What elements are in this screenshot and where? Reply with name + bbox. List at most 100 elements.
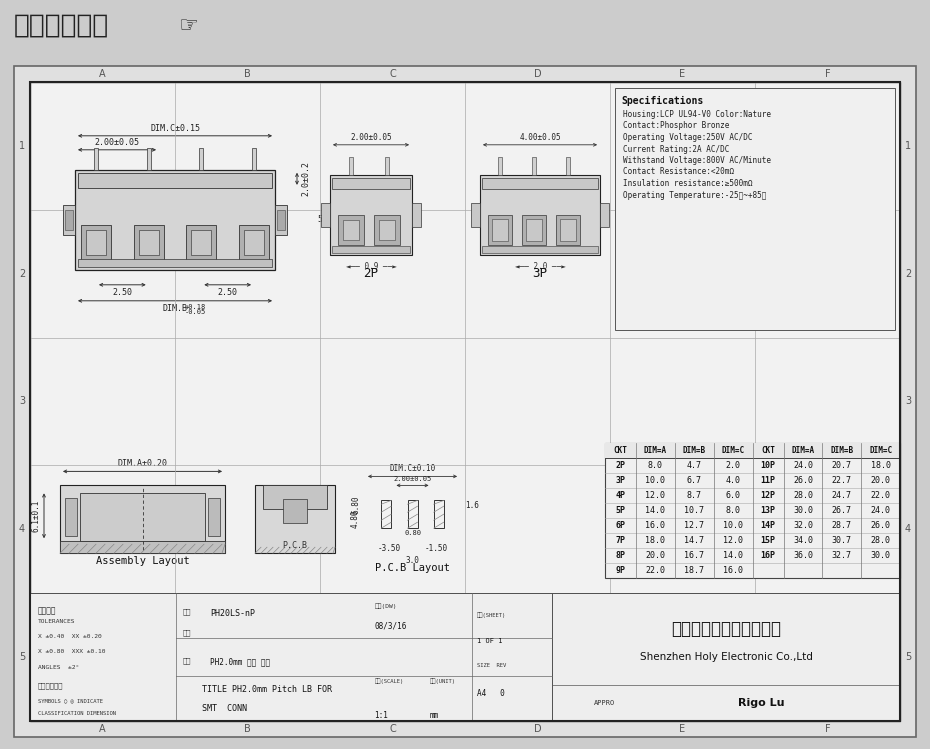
- Text: 5: 5: [905, 652, 911, 662]
- Text: CKT: CKT: [614, 446, 628, 455]
- Text: E: E: [680, 724, 685, 734]
- Text: 14.0: 14.0: [724, 551, 743, 560]
- Bar: [81, 225, 111, 260]
- Text: Insulation resistance:≥500mΩ: Insulation resistance:≥500mΩ: [623, 179, 752, 188]
- Text: 26.7: 26.7: [831, 506, 852, 515]
- Text: 22.0: 22.0: [645, 566, 666, 575]
- Text: 20.0: 20.0: [645, 551, 666, 560]
- Text: 2P: 2P: [364, 267, 379, 280]
- Text: 3.0: 3.0: [405, 556, 419, 565]
- Text: TITLE PH2.0mm Pitch LB FOR: TITLE PH2.0mm Pitch LB FOR: [202, 685, 332, 694]
- Text: 22.7: 22.7: [831, 476, 852, 485]
- Text: 10P: 10P: [761, 461, 776, 470]
- Text: Rigo Lu: Rigo Lu: [737, 698, 784, 708]
- Text: DIM=C: DIM=C: [869, 446, 892, 455]
- Text: F: F: [825, 69, 830, 79]
- Text: 8.0: 8.0: [648, 461, 663, 470]
- Bar: [199, 148, 204, 170]
- Bar: [600, 203, 609, 227]
- Text: Operating Temperature:-25℃~+85℃: Operating Temperature:-25℃~+85℃: [623, 190, 766, 199]
- Bar: [86, 230, 106, 255]
- Text: 24.7: 24.7: [831, 491, 852, 500]
- Text: 3P: 3P: [533, 267, 548, 280]
- Text: 1.6: 1.6: [465, 501, 479, 510]
- Text: -3.50: -3.50: [378, 544, 400, 553]
- Bar: [147, 148, 151, 170]
- Text: 08/3/16: 08/3/16: [375, 622, 407, 631]
- Text: 图号: 图号: [182, 629, 191, 636]
- Text: Assembly Layout: Assembly Layout: [96, 557, 190, 566]
- Text: 5P: 5P: [616, 506, 626, 515]
- Bar: [283, 499, 307, 523]
- Bar: [134, 225, 164, 260]
- Bar: [80, 494, 205, 542]
- Text: 4P: 4P: [616, 491, 626, 500]
- Bar: [385, 157, 389, 175]
- Text: C: C: [389, 69, 396, 79]
- Text: APPRO: APPRO: [593, 700, 615, 706]
- Text: 工程: 工程: [182, 608, 191, 615]
- Bar: [75, 170, 275, 270]
- Text: CKT: CKT: [761, 446, 775, 455]
- Text: X ±0.40  XX ±0.20: X ±0.40 XX ±0.20: [38, 634, 101, 639]
- Bar: [255, 485, 335, 554]
- Text: 18.7: 18.7: [684, 566, 704, 575]
- Text: 16.0: 16.0: [645, 521, 666, 530]
- Bar: [379, 219, 395, 240]
- Bar: [526, 219, 542, 240]
- Text: 30.0: 30.0: [870, 551, 891, 560]
- Text: 16P: 16P: [761, 551, 776, 560]
- Bar: [532, 157, 536, 175]
- Text: 14.7: 14.7: [684, 536, 704, 545]
- Text: 28.0: 28.0: [870, 536, 891, 545]
- Bar: [244, 230, 264, 255]
- Bar: [605, 443, 900, 578]
- Bar: [343, 219, 359, 240]
- Text: 2: 2: [905, 269, 911, 279]
- Text: 12P: 12P: [761, 491, 776, 500]
- Bar: [192, 230, 211, 255]
- Text: 14.0: 14.0: [645, 506, 666, 515]
- Text: 名称: 名称: [182, 657, 191, 664]
- Bar: [492, 219, 508, 240]
- Text: 0.80: 0.80: [404, 530, 421, 536]
- Bar: [556, 215, 580, 245]
- Bar: [498, 157, 502, 175]
- Bar: [252, 148, 256, 170]
- Text: 单位(UNIT): 单位(UNIT): [430, 679, 456, 684]
- Text: 7P: 7P: [616, 536, 626, 545]
- Text: 12.0: 12.0: [724, 536, 743, 545]
- Text: C: C: [389, 724, 396, 734]
- Bar: [275, 204, 287, 234]
- Bar: [65, 210, 73, 230]
- Bar: [30, 593, 900, 721]
- Text: -1.50: -1.50: [425, 544, 448, 553]
- Bar: [412, 203, 421, 227]
- Text: 1:1: 1:1: [375, 711, 389, 720]
- Text: 一般公差: 一般公差: [38, 606, 57, 615]
- Bar: [60, 542, 225, 554]
- Text: 9P: 9P: [616, 566, 626, 575]
- Text: 张数(SHEET): 张数(SHEET): [477, 613, 506, 618]
- Text: 2.00±0.05: 2.00±0.05: [393, 476, 432, 482]
- Text: 14P: 14P: [761, 521, 776, 530]
- Bar: [0, 0, 930, 52]
- Text: 5.5: 5.5: [317, 215, 332, 224]
- Bar: [552, 593, 900, 721]
- Text: ◄── 0.9 ──►: ◄── 0.9 ──►: [346, 262, 396, 271]
- Text: ANGLES  ±2°: ANGLES ±2°: [38, 665, 79, 670]
- Text: X ±0.80  XXX ±0.10: X ±0.80 XXX ±0.10: [38, 649, 105, 655]
- Text: P.C.B Layout: P.C.B Layout: [375, 563, 450, 573]
- Text: 20.7: 20.7: [831, 461, 852, 470]
- Text: 30.7: 30.7: [831, 536, 852, 545]
- Text: 1: 1: [905, 141, 911, 151]
- Text: DIM.C±0.10: DIM.C±0.10: [390, 464, 435, 473]
- Bar: [60, 485, 225, 554]
- Text: 4.7: 4.7: [686, 461, 702, 470]
- Text: 24.0: 24.0: [793, 461, 813, 470]
- Text: A: A: [100, 69, 106, 79]
- Text: DIM=A: DIM=A: [644, 446, 667, 455]
- Bar: [482, 178, 598, 189]
- Text: PH2.0mm 立式 贴片: PH2.0mm 立式 贴片: [210, 657, 271, 666]
- Text: D: D: [534, 69, 541, 79]
